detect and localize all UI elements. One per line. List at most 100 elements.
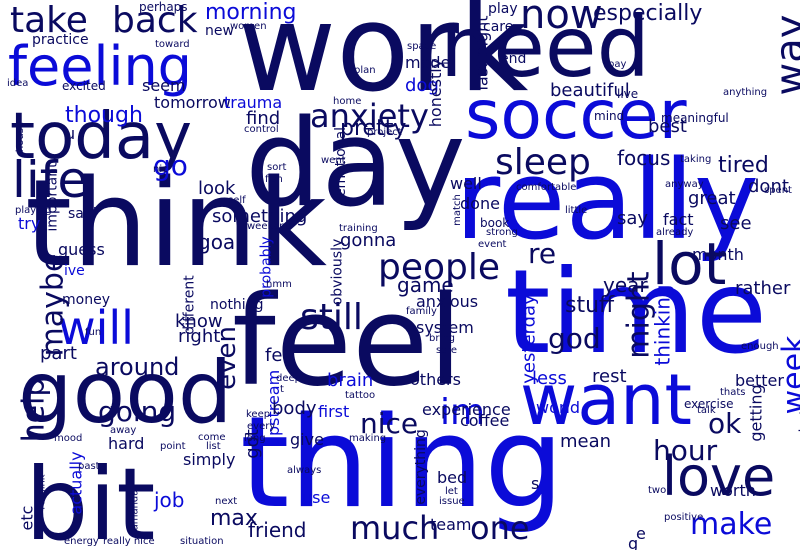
cloud-word: space [407,41,437,52]
cloud-word: bed [437,468,468,487]
cloud-word: ok [708,407,742,440]
cloud-word: event [478,239,507,250]
cloud-word: less [532,368,567,389]
cloud-word: tattoo [345,390,376,401]
cloud-word: great [688,188,736,209]
cloud-word: friend [248,518,307,542]
cloud-word: yesterday [518,294,540,384]
cloud-word: idea [7,78,29,89]
cloud-word: max [210,506,258,531]
cloud-word: pretty [340,116,407,141]
cloud-word: book [480,216,510,230]
cloud-word: brain [327,370,374,391]
cloud-word: best [648,116,687,137]
cloud-word: know [175,311,223,332]
cloud-word: positive [664,512,704,523]
cloud-word: see [720,213,752,234]
cloud-word: perhaps [139,0,188,14]
cloud-word: way [767,14,800,96]
cloud-word: honestly [426,58,446,128]
cloud-word: look [198,178,236,199]
cloud-word: team [430,515,472,534]
cloud-word: energy [64,536,99,547]
cloud-word: better [735,371,784,390]
cloud-word: plan [354,65,376,76]
cloud-word: everything [412,429,429,505]
cloud-word: mean [560,431,612,452]
cloud-word: pay [608,59,627,70]
cloud-word: trauma [224,93,283,112]
cloud-word: sleep [495,142,591,183]
cloud-word: let [445,486,458,497]
cloud-word: especially [593,1,703,26]
cloud-word: take [10,0,88,41]
cloud-word: try [18,214,41,233]
cloud-word: different [181,275,198,335]
cloud-word: body [272,398,317,419]
cloud-word: lot [652,230,727,298]
cloud-word: exercise [684,397,734,411]
cloud-word: g [628,534,639,550]
cloud-word: use [302,488,331,507]
cloud-word: nic [153,164,168,175]
cloud-word: love [662,445,776,508]
cloud-word: one [470,509,530,547]
cloud-word: month [692,245,744,264]
cloud-word: still [300,297,363,338]
cloud-word: nothing [210,297,264,313]
cloud-word: simply [183,450,236,469]
cloud-word: anything [723,87,768,98]
cloud-word: tomorrow [154,93,231,112]
cloud-word: taking [680,154,712,165]
cloud-word: little [565,205,588,216]
cloud-word: done [460,194,500,213]
cloud-word: always [287,465,322,476]
cloud-word: felt [265,345,295,366]
cloud-word: worth [710,481,756,500]
cloud-word: family [406,306,437,317]
cloud-word: going [98,395,177,428]
cloud-word: money [62,292,110,308]
cloud-word: situation [180,536,224,547]
cloud-word: talk [697,405,716,416]
cloud-word: project [367,127,402,138]
cloud-word: spent [764,185,792,196]
cloud-word: away [110,425,137,436]
cloud-word: well [450,174,482,193]
cloud-word: come [198,432,226,443]
cloud-word: important [44,162,61,232]
cloud-word: seem [142,76,186,95]
cloud-word: world [536,398,581,417]
cloud-word: strong [486,227,518,238]
cloud-word: today [10,100,192,174]
cloud-word: make [690,507,773,542]
cloud-word: sort [267,162,287,173]
cloud-word: home [333,96,362,107]
cloud-word: safe [436,345,458,356]
cloud-word: experience [422,400,511,419]
cloud-word: thinking [650,284,675,366]
cloud-word: system [416,318,474,337]
cloud-word: soccer [465,76,687,155]
cloud-word: play [488,1,518,17]
cloud-word: mood [54,433,83,444]
cloud-word: goal [198,230,241,254]
cloud-word: new [205,23,234,39]
cloud-word: much [350,509,440,547]
cloud-word: time [505,245,768,380]
cloud-word: care [483,19,514,35]
cloud-word: find [246,108,281,129]
cloud-word: really nice [103,536,155,547]
cloud-word: dog [405,75,439,96]
cloud-word: deep [276,373,301,384]
cloud-word: back [112,0,198,41]
cloud-word: guess [58,240,105,259]
cloud-word: morning [205,0,297,25]
cloud-word: fact [663,210,694,229]
cloud-word: part [40,343,77,364]
cloud-word: women [230,21,267,32]
cloud-word: t [280,384,284,395]
cloud-word: list [206,441,221,452]
cloud-word: god [548,322,601,355]
